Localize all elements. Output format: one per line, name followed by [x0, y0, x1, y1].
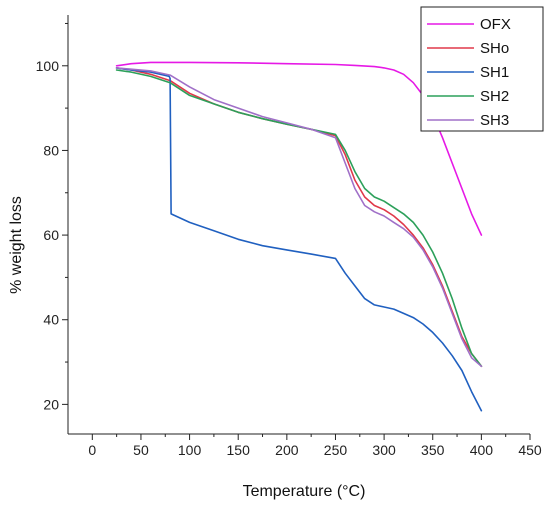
x-tick-label: 350: [421, 442, 445, 458]
y-tick-label: 40: [43, 312, 59, 328]
y-tick-label: 60: [43, 227, 59, 243]
series-line-sh1: [115, 67, 483, 412]
x-tick-label: 450: [518, 442, 542, 458]
legend-box: [420, 6, 544, 132]
y-axis-title: % weight loss: [8, 196, 25, 294]
legend-label-sho: SHo: [480, 40, 509, 57]
series-line-sh2: [115, 69, 483, 368]
series-line-sh3: [115, 67, 483, 368]
x-tick-label: 200: [275, 442, 299, 458]
y-tick-label: 80: [43, 142, 59, 158]
x-tick-label: 300: [372, 442, 396, 458]
plot-frame: [67, 15, 530, 435]
x-tick-label: 250: [324, 442, 348, 458]
x-tick-label: 100: [178, 442, 202, 458]
y-axis-ticks: 20 40 60 80 100: [36, 22, 68, 412]
x-axis-ticks: 0 50 100 150 200 250 300 350 400 450: [88, 434, 542, 458]
y-tick-label: 20: [43, 396, 59, 412]
legend-label-ofx: OFX: [480, 16, 511, 33]
x-axis-title: Temperature (°C): [243, 483, 366, 500]
legend-label-sh2: SH2: [480, 88, 509, 105]
x-tick-label: 400: [470, 442, 494, 458]
x-tick-label: 0: [88, 442, 96, 458]
legend-label-sh3: SH3: [480, 112, 509, 129]
y-tick-label: 100: [36, 58, 60, 74]
x-tick-label: 50: [133, 442, 149, 458]
x-tick-label: 150: [227, 442, 251, 458]
series-lines: [115, 61, 483, 412]
series-line-sho: [115, 67, 483, 368]
legend-label-sh1: SH1: [480, 64, 509, 81]
series-line-ofx: [115, 61, 483, 236]
legend: OFX SHo SH1 SH2 SH3: [420, 6, 544, 132]
